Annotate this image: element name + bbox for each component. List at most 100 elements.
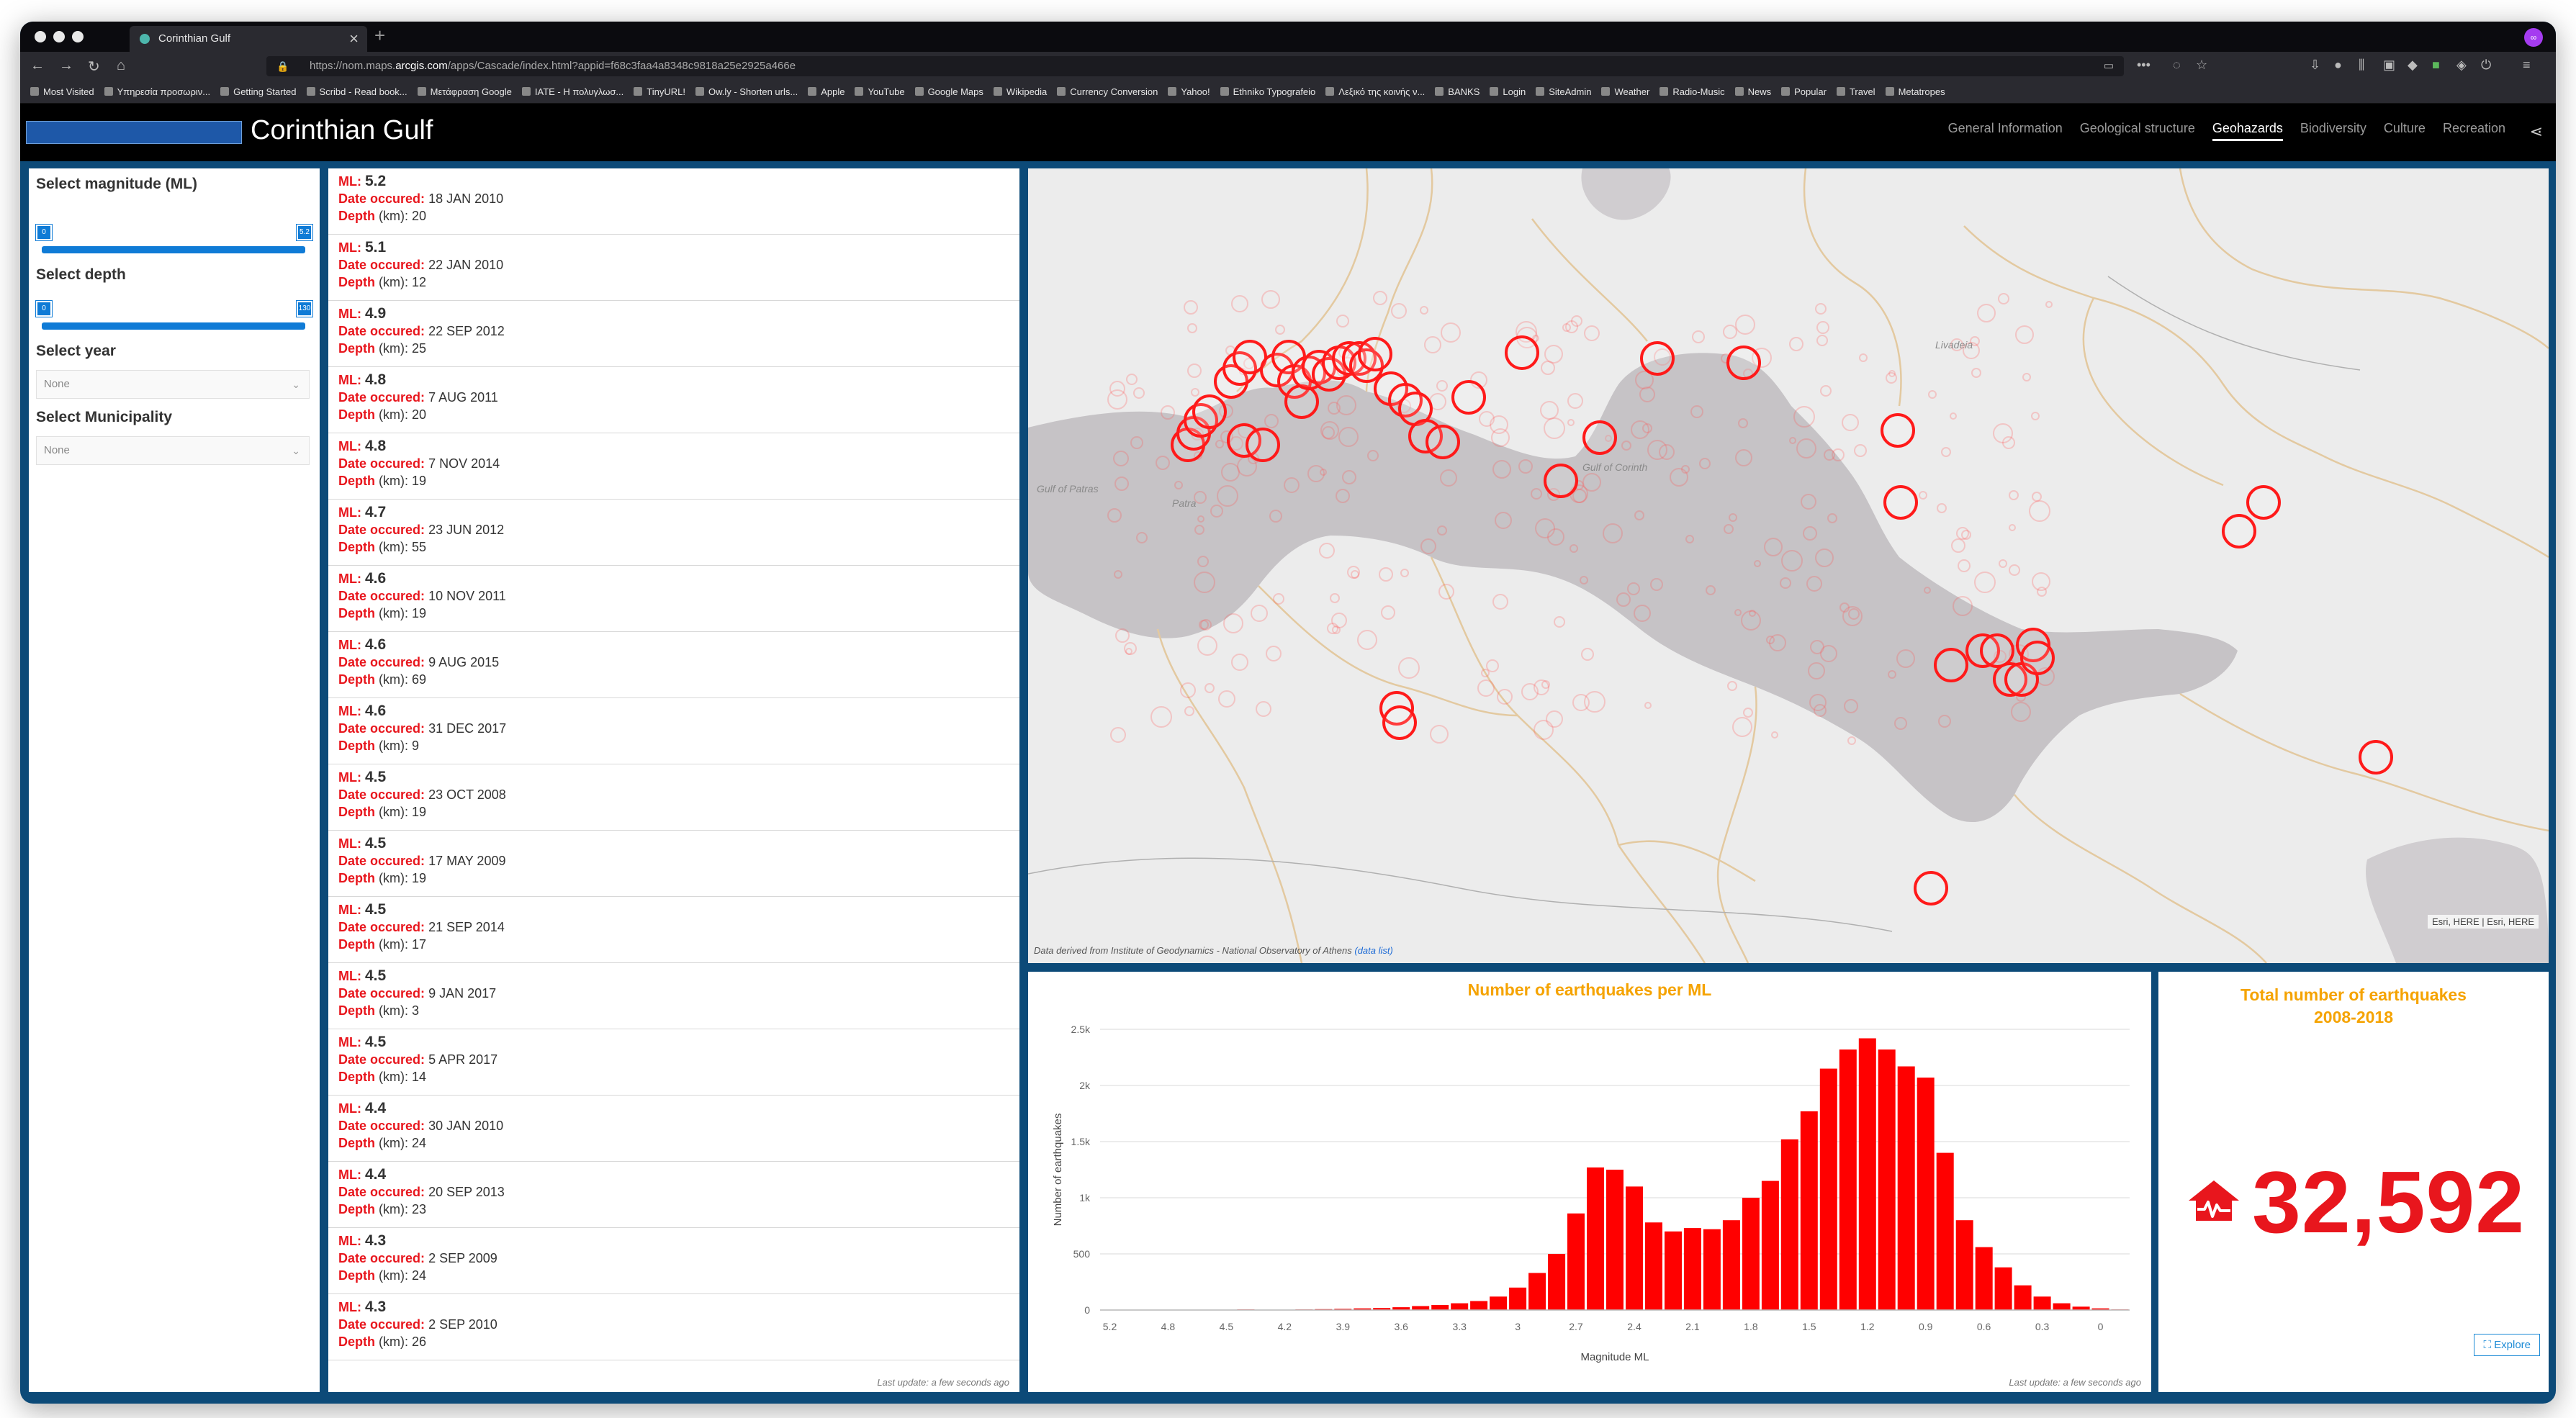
earthquake-list-item[interactable]: ML: 4.3 Date occured: 2 SEP 2009 Depth (km…: [328, 1228, 1019, 1294]
magnitude-min-handle[interactable]: 0: [36, 225, 52, 240]
earthquake-list-item[interactable]: ML: 4.4 Date occured: 20 SEP 2013 Depth (k…: [328, 1162, 1019, 1228]
map-view[interactable]: Gulf of Patras Patra Gulf of Corinth Livade…: [1028, 168, 2549, 963]
nav-tab-culture[interactable]: Culture: [2383, 121, 2426, 135]
bookmark-item[interactable]: Currency Conversion: [1057, 81, 1158, 103]
earthquake-list-item[interactable]: ML: 4.5 Date occured: 9 JAN 2017 Depth (km…: [328, 963, 1019, 1029]
bookmark-item[interactable]: Yahoo!: [1168, 81, 1210, 103]
earthquake-list-item[interactable]: ML: 4.5 Date occured: 23 OCT 2008 Depth (k…: [328, 764, 1019, 831]
histogram-bar[interactable]: [1897, 1066, 1915, 1311]
histogram-bar[interactable]: [1683, 1228, 1701, 1310]
bookmark-item[interactable]: Wikipedia: [993, 81, 1047, 103]
histogram-bar[interactable]: [1878, 1049, 1896, 1310]
reload-icon[interactable]: ↻: [88, 59, 100, 75]
histogram-bar[interactable]: [1858, 1038, 1876, 1311]
library-icon[interactable]: ⫼: [2359, 58, 2365, 72]
bookmark-item[interactable]: Most Visited: [30, 81, 94, 103]
bookmark-item[interactable]: Metatropes: [1885, 81, 1945, 103]
depth-min-handle[interactable]: 0: [36, 301, 52, 317]
histogram-bar[interactable]: [1703, 1229, 1721, 1310]
histogram-bar[interactable]: [2014, 1285, 2032, 1310]
bookmark-item[interactable]: Ow.ly - Shorten urls...: [695, 81, 798, 103]
earthquake-list-item[interactable]: ML: 4.5 Date occured: 21 SEP 2014 Depth (k…: [328, 897, 1019, 963]
histogram-bar[interactable]: [1470, 1301, 1488, 1311]
forward-arrow-icon[interactable]: →: [59, 58, 73, 73]
histogram-bar[interactable]: [1994, 1267, 2012, 1310]
bookmark-item[interactable]: Scribd - Read book...: [306, 81, 407, 103]
histogram-bar[interactable]: [1509, 1287, 1527, 1310]
earthquake-marker[interactable]: [1883, 485, 1918, 520]
magnitude-range-slider[interactable]: [42, 246, 305, 253]
earthquake-list-item[interactable]: ML: 4.8 Date occured: 7 NOV 2014 Depth (km…: [328, 433, 1019, 500]
earthquake-marker[interactable]: [1246, 428, 1280, 462]
earthquake-list-item[interactable]: ML: 4.3 Date occured: 2 SEP 2010 Depth (km…: [328, 1294, 1019, 1360]
bookmark-item[interactable]: Λεξικό της κοινής ν...: [1325, 81, 1425, 103]
histogram-bar[interactable]: [1490, 1296, 1508, 1310]
reader-mode-icon[interactable]: ▭: [2103, 60, 2114, 72]
histogram-bar[interactable]: [1780, 1139, 1798, 1310]
extension-icon[interactable]: ◆: [2408, 58, 2418, 72]
minimize-window-dot[interactable]: [53, 31, 65, 42]
histogram-bar[interactable]: [1412, 1306, 1430, 1311]
histogram-bar[interactable]: [1722, 1220, 1740, 1310]
histogram-bar[interactable]: [1917, 1078, 1935, 1310]
organization-logo[interactable]: [26, 121, 242, 144]
major-earthquake-markers[interactable]: [1171, 335, 2393, 906]
download-icon[interactable]: ⇩: [2310, 58, 2321, 72]
municipality-select[interactable]: None ⌄: [36, 436, 310, 465]
bookmark-item[interactable]: News: [1734, 81, 1771, 103]
pocket-icon[interactable]: ◌: [2173, 58, 2181, 72]
nav-tab-general-information[interactable]: General Information: [1947, 121, 2063, 135]
earthquake-marker[interactable]: [1993, 662, 2027, 697]
bookmark-item[interactable]: Google Maps: [914, 81, 983, 103]
histogram-bar[interactable]: [2072, 1306, 2090, 1310]
earthquake-marker[interactable]: [1980, 633, 2014, 668]
earthquake-list-item[interactable]: ML: 4.7 Date occured: 23 JUN 2012 Depth (k…: [328, 500, 1019, 566]
earthquake-list-item[interactable]: ML: 4.8 Date occured: 7 AUG 2011 Depth (km…: [328, 367, 1019, 433]
histogram-bar[interactable]: [1955, 1220, 1973, 1310]
earthquake-marker[interactable]: [1192, 394, 1227, 429]
earthquake-marker[interactable]: [1358, 337, 1392, 371]
close-window-dot[interactable]: [35, 31, 46, 42]
earthquake-marker[interactable]: [1451, 380, 1486, 415]
histogram-bar[interactable]: [1451, 1303, 1469, 1310]
earthquake-list-item[interactable]: ML: 4.6 Date occured: 10 NOV 2011 Depth (k…: [328, 566, 1019, 632]
histogram-bar[interactable]: [1334, 1309, 1352, 1310]
bookmark-item[interactable]: YouTube: [855, 81, 905, 103]
histogram-bar[interactable]: [2053, 1303, 2071, 1310]
bookmark-item[interactable]: Μετάφραση Google: [417, 81, 512, 103]
earthquake-list-item[interactable]: ML: 5.1 Date occured: 22 JAN 2010 Depth (k…: [328, 235, 1019, 301]
histogram-bar[interactable]: [1975, 1247, 1993, 1310]
histogram-bar[interactable]: [1567, 1213, 1585, 1310]
histogram-bar[interactable]: [1742, 1198, 1760, 1310]
depth-range-slider[interactable]: [42, 322, 305, 330]
extension-green-icon[interactable]: ■: [2432, 58, 2440, 72]
bookmark-item[interactable]: IATE - Η πολυγλωσ...: [521, 81, 623, 103]
earthquake-list-item[interactable]: ML: 4.6 Date occured: 31 DEC 2017 Depth (k…: [328, 698, 1019, 764]
bookmark-item[interactable]: Popular: [1781, 81, 1827, 103]
earthquake-marker[interactable]: [2222, 514, 2256, 548]
more-actions-icon[interactable]: •••: [2137, 58, 2151, 72]
magnitude-max-handle[interactable]: 5.2: [297, 225, 312, 240]
bookmark-item[interactable]: BANKS: [1435, 81, 1480, 103]
privacy-icon[interactable]: ●: [2334, 58, 2342, 72]
histogram-bar[interactable]: [1665, 1231, 1682, 1310]
bookmark-item[interactable]: Radio-Music: [1659, 81, 1725, 103]
shield-icon[interactable]: ◈: [2456, 58, 2467, 72]
earthquake-marker[interactable]: [1881, 413, 1915, 448]
share-icon[interactable]: ⋖: [2529, 122, 2543, 140]
nav-tab-biodiversity[interactable]: Biodiversity: [2300, 121, 2366, 135]
bookmark-item[interactable]: SiteAdmin: [1536, 81, 1591, 103]
new-tab-icon[interactable]: +: [374, 24, 386, 46]
earthquake-list-item[interactable]: ML: 4.9 Date occured: 22 SEP 2012 Depth (k…: [328, 301, 1019, 367]
earthquake-marker[interactable]: [1582, 420, 1617, 455]
earthquake-marker[interactable]: [1426, 425, 1460, 459]
year-select[interactable]: None ⌄: [36, 370, 310, 399]
histogram-bar[interactable]: [1392, 1307, 1410, 1310]
earthquake-marker[interactable]: [1544, 464, 1578, 498]
profile-avatar-icon[interactable]: ∞: [2524, 28, 2543, 47]
histogram-bar[interactable]: [1839, 1049, 1857, 1310]
earthquake-list-item[interactable]: ML: 4.5 Date occured: 5 APR 2017 Depth (km…: [328, 1029, 1019, 1096]
nav-tab-geohazards[interactable]: Geohazards: [2212, 121, 2283, 141]
bookmark-item[interactable]: Υπηρεσία προσωριν...: [104, 81, 210, 103]
nav-tab-recreation[interactable]: Recreation: [2442, 121, 2505, 135]
